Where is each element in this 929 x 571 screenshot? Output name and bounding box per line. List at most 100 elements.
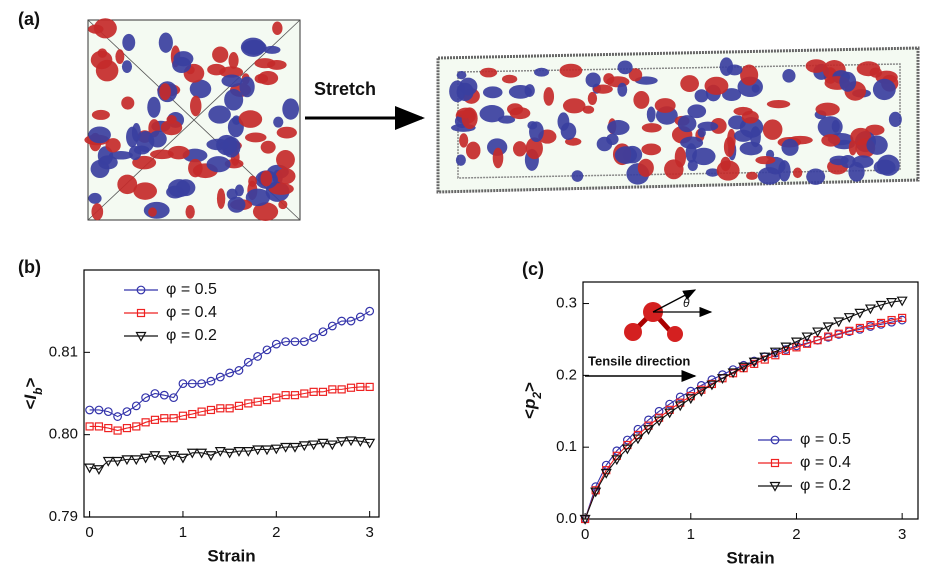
domain-blob: [806, 59, 827, 73]
domain-blob: [680, 136, 703, 148]
domain-blob: [525, 84, 535, 97]
chart-c: 01230.00.10.20.3Strain<p2>φ = 0.5φ = 0.4…: [520, 282, 918, 567]
domain-blob: [727, 129, 736, 150]
legend-label: φ = 0.5: [166, 281, 217, 298]
x-tick-label: 3: [365, 524, 373, 541]
domain-blob: [558, 112, 570, 130]
domain-blob: [642, 123, 662, 132]
domain-blob: [115, 49, 124, 64]
domain-blob: [221, 75, 242, 88]
y-axis-label: <Ib>: [21, 377, 45, 409]
domain-blob: [857, 61, 880, 76]
domain-blob: [586, 72, 601, 87]
legend-label: φ = 0.4: [800, 454, 851, 471]
domain-blob: [144, 202, 170, 219]
legend-label: φ = 0.2: [166, 327, 217, 344]
domain-blob: [695, 89, 709, 102]
simulation-box-before: [84, 18, 300, 221]
x-axis-label: Strain: [726, 548, 774, 567]
y-axis-label-part: >: [21, 377, 40, 387]
domain-blob: [483, 86, 503, 98]
domain-blob: [94, 18, 117, 38]
domain-blob: [680, 75, 699, 92]
domain-blob: [457, 71, 467, 79]
domain-blob: [742, 111, 759, 124]
domain-blob: [746, 172, 758, 180]
x-tick-label: 0: [581, 526, 589, 543]
domain-blob: [543, 87, 554, 106]
domain-blob: [159, 32, 173, 52]
x-tick-label: 2: [272, 524, 280, 541]
domain-blob: [459, 133, 468, 147]
domain-blob: [849, 140, 857, 155]
domain-blob: [457, 83, 474, 101]
domain-blob: [88, 193, 101, 204]
domain-blob: [767, 100, 790, 108]
panel-label: (c): [522, 259, 544, 279]
domain-blob: [117, 175, 137, 194]
domain-blob: [727, 64, 743, 75]
domain-blob: [559, 64, 582, 78]
domain-blob: [273, 117, 283, 128]
domain-blob: [755, 156, 775, 164]
y-axis-label-part: <: [520, 409, 539, 419]
domain-blob: [740, 142, 763, 156]
domain-blob: [255, 74, 268, 84]
y-axis-label-part: <: [21, 399, 40, 409]
point: [365, 439, 374, 447]
domain-blob: [588, 92, 597, 105]
domain-blob: [91, 51, 113, 70]
domain-blob: [207, 64, 225, 76]
domain-blob: [615, 146, 637, 164]
domain-blob: [480, 105, 505, 122]
domain-blob: [245, 133, 267, 143]
domain-blob: [664, 159, 683, 179]
domain-blob: [147, 97, 160, 118]
panel-label: (a): [18, 9, 40, 29]
domain-blob: [633, 91, 649, 109]
domain-blob: [678, 115, 697, 132]
stretch-label: Stretch: [314, 79, 376, 99]
domain-blob: [217, 188, 225, 209]
domain-blob: [261, 141, 276, 154]
domain-blob: [618, 60, 633, 74]
domain-blob: [185, 205, 194, 219]
domain-blob: [740, 65, 758, 86]
domain-blob: [122, 34, 135, 51]
y-tick-label: 0.80: [49, 426, 78, 443]
domain-blob: [282, 98, 299, 119]
legend-label: φ = 0.5: [800, 431, 851, 448]
y-tick-label: 0.1: [556, 438, 577, 455]
series-line: [90, 440, 370, 469]
domain-blob: [208, 105, 231, 123]
domain-blob: [763, 119, 783, 140]
domain-blob: [688, 160, 698, 171]
x-tick-label: 2: [792, 526, 800, 543]
domain-blob: [480, 68, 497, 78]
series-line: [585, 320, 902, 519]
x-tick-label: 1: [179, 524, 187, 541]
domain-blob: [150, 150, 174, 160]
domain-blob: [889, 112, 902, 127]
domain-blob: [466, 142, 481, 160]
domain-blob: [248, 176, 257, 187]
domain-blob: [92, 110, 110, 120]
domain-blob: [778, 160, 790, 181]
domain-blob: [874, 160, 896, 175]
domain-blob: [607, 120, 629, 135]
domain-blob: [781, 139, 798, 156]
domain-blob: [529, 121, 544, 142]
domain-blob: [638, 159, 654, 177]
domain-blob: [224, 89, 243, 111]
y-tick-label: 0.3: [556, 295, 577, 312]
domain-blob: [606, 134, 618, 145]
domain-blob: [806, 169, 825, 185]
y-tick-label: 0.81: [49, 343, 78, 360]
domain-blob: [821, 134, 840, 146]
x-tick-label: 1: [687, 526, 695, 543]
domain-blob: [206, 139, 229, 150]
domain-blob: [190, 96, 201, 117]
domain-blob: [122, 60, 132, 73]
domain-blob: [513, 141, 527, 156]
domain-blob: [272, 21, 282, 35]
